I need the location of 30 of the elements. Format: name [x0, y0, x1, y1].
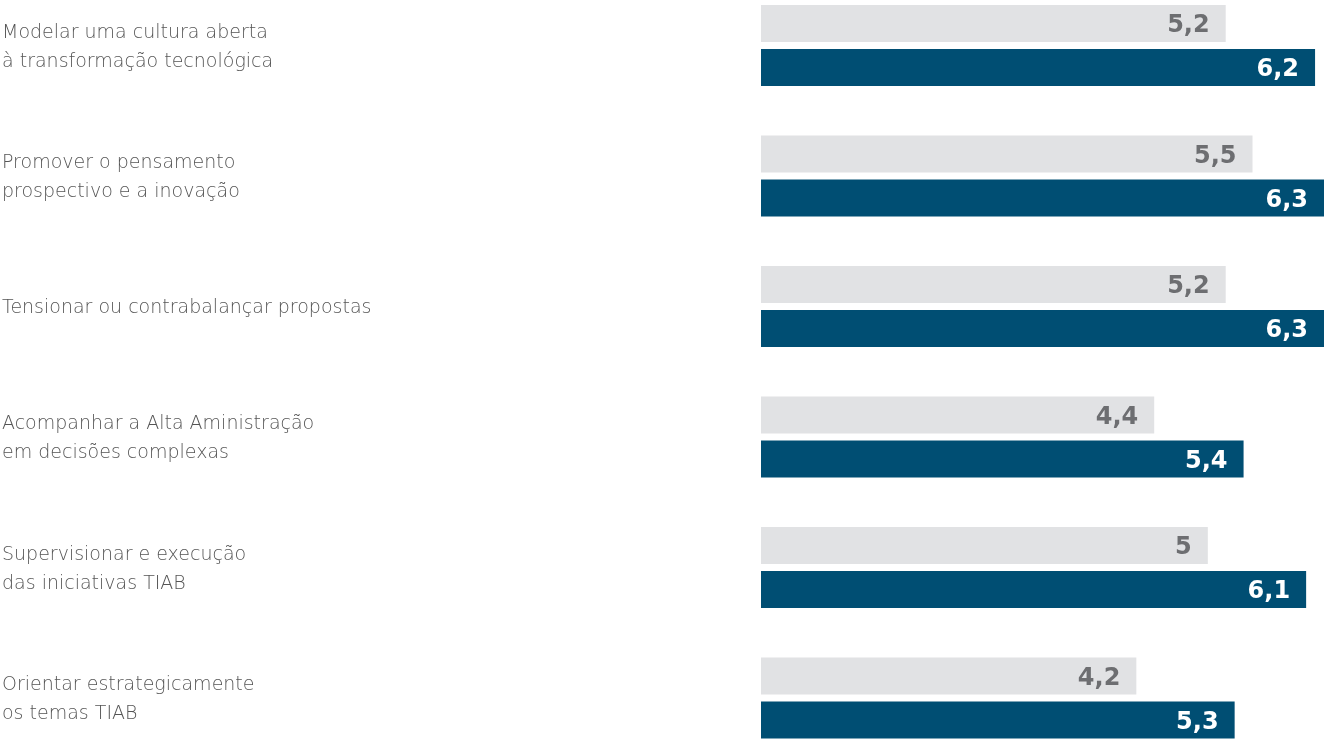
data-label: 5,2: [1167, 271, 1210, 300]
data-label: 6,3: [1265, 315, 1308, 344]
data-label: 5,5: [1193, 140, 1237, 169]
bar: [761, 266, 1226, 303]
y-tick-label: Acompanhar a Alta Aministração em decisões complexas: [2, 411, 315, 463]
data-label: 4,4: [1095, 401, 1139, 430]
data-label: 6,3: [1265, 184, 1308, 213]
bar: [761, 396, 1155, 434]
bar: [761, 440, 1244, 478]
y-tick-label: Modelar uma cultura aberta à transformação tecnológica: [2, 19, 274, 71]
bar: [761, 179, 1324, 217]
bar: [761, 657, 1137, 695]
bar: [761, 135, 1253, 173]
y-tick-label: Supervisionar e execução das iniciativas TIAB: [2, 541, 247, 593]
data-label: 5,2: [1167, 10, 1210, 39]
bar: [761, 310, 1324, 347]
data-label: 5,3: [1176, 706, 1219, 735]
data-label: 6,1: [1247, 576, 1291, 605]
y-tick-label: Promover o pensamento prospectivo e a inovação: [2, 150, 240, 202]
bar: [761, 701, 1235, 739]
bar: [761, 5, 1226, 42]
y-tick-label: Tensionar ou contrabalançar propostas: [2, 295, 372, 318]
y-tick-label: Orientar estrategicamente os temas TIAB: [2, 672, 255, 724]
bar: [761, 571, 1307, 608]
data-label: 5,4: [1185, 445, 1228, 474]
data-label: 5: [1175, 532, 1192, 561]
data-label: 6,2: [1256, 54, 1300, 83]
bar: [761, 527, 1208, 564]
data-label: 4,2: [1077, 662, 1121, 691]
bar: [761, 49, 1316, 86]
